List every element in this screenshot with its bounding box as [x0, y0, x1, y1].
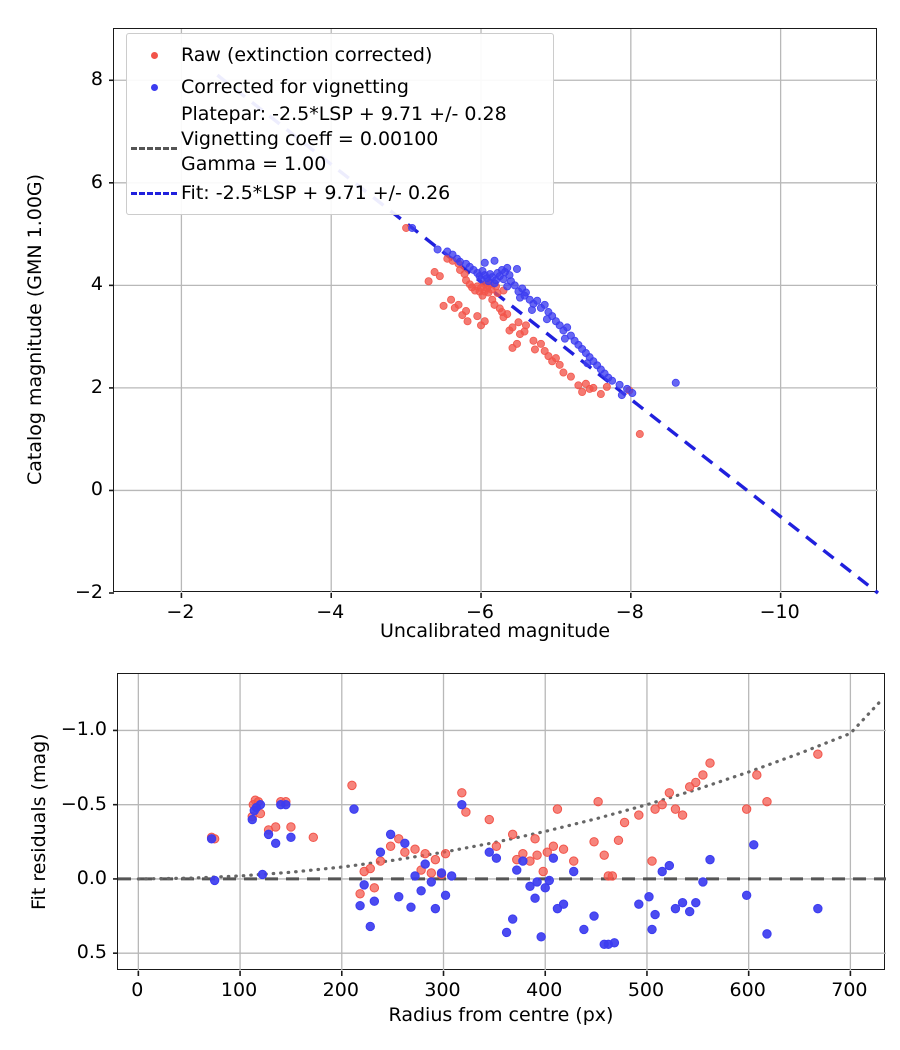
raw-residual-points	[206, 749, 823, 899]
fit-residuals-plot	[113, 673, 886, 976]
top-ytick: 4	[90, 273, 103, 296]
bottom-xtick: 200	[322, 979, 359, 1001]
bottom-xtick: 600	[729, 979, 766, 1001]
top-ytick: 8	[90, 68, 103, 91]
top-xtick: −10	[759, 601, 800, 623]
bottom-x-axis-label: Radius from centre (px)	[388, 1004, 614, 1026]
top-xtick: −8	[615, 601, 644, 623]
fit-dashed-line-icon	[127, 184, 181, 204]
legend-item-corrected: Corrected for vignetting	[127, 76, 409, 99]
legend-label-corrected: Corrected for vignetting	[181, 76, 409, 98]
bottom-ytick: 0.0	[76, 866, 107, 889]
top-xtick: −2	[166, 601, 195, 623]
bottom-xtick: 100	[220, 979, 258, 1001]
top-y-axis-label: Catalog magnitude (GMN 1.00G)	[24, 173, 46, 485]
top-x-axis-label: Uncalibrated magnitude	[379, 620, 611, 642]
legend-label-raw: Raw (extinction corrected)	[181, 44, 433, 66]
legend-label-fit: Fit: -2.5*LSP + 9.71 +/- 0.26	[181, 182, 451, 204]
top-ytick: 2	[90, 375, 103, 398]
bottom-ytick: −0.5	[60, 792, 107, 815]
legend-item-fit: Fit: -2.5*LSP + 9.71 +/- 0.26	[127, 182, 450, 205]
residuals-plot-canvas	[113, 674, 886, 976]
corrected-marker-icon	[127, 78, 181, 98]
raw-marker-icon	[127, 46, 181, 66]
bottom-xtick: 700	[831, 979, 868, 1001]
bottom-ytick: −1.0	[60, 718, 107, 741]
bottom-xtick: 0	[131, 979, 144, 1001]
legend-item-platepar	[127, 138, 181, 158]
platepar-dashed-line-icon	[127, 138, 181, 158]
top-ytick: 0	[90, 478, 103, 501]
top-xtick: −4	[316, 601, 345, 623]
top-xtick: −6	[466, 601, 495, 623]
legend: Raw (extinction corrected) Corrected for…	[126, 33, 554, 215]
corrected-residual-points	[206, 799, 823, 949]
bottom-ytick: 0.5	[76, 941, 107, 964]
legend-item-raw: Raw (extinction corrected)	[127, 44, 432, 67]
top-ytick: 6	[90, 170, 103, 193]
top-ytick: −2	[74, 581, 103, 603]
bottom-xtick: 500	[627, 979, 665, 1001]
corrected-points	[408, 223, 680, 400]
bottom-xtick: 400	[526, 979, 563, 1001]
raw-points	[402, 223, 644, 439]
bottom-xtick: 300	[424, 979, 461, 1001]
legend-label-platepar: Platepar: -2.5*LSP + 9.71 +/- 0.28 Vigne…	[181, 103, 507, 175]
